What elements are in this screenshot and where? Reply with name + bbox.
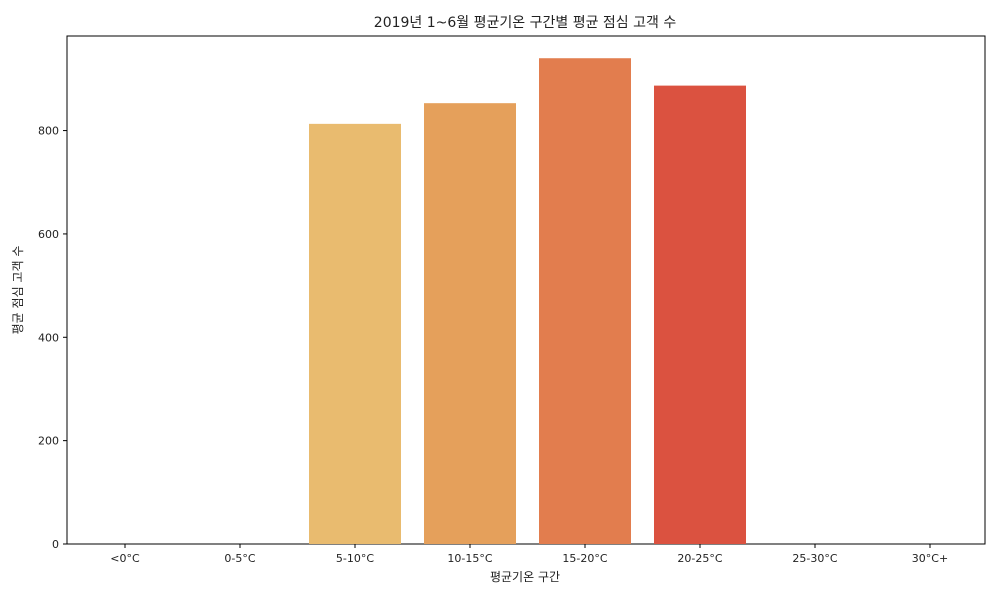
y-tick-label: 200 xyxy=(38,435,59,448)
x-tick-label: 15-20°C xyxy=(562,552,607,565)
y-axis-ticks: 0 200 400 600 800 xyxy=(38,125,67,551)
x-axis-label: 평균기온 구간 xyxy=(490,570,560,584)
bars-layer xyxy=(309,58,746,545)
x-tick-label: 25-30°C xyxy=(792,552,837,565)
x-tick-label: 10-15°C xyxy=(447,552,492,565)
bar-5 xyxy=(654,85,746,545)
y-tick-label: 600 xyxy=(38,228,59,241)
bar-3 xyxy=(424,103,516,544)
y-axis-label: 평균 점심 고객 수 xyxy=(11,246,25,335)
chart-title: 2019년 1~6월 평균기온 구간별 평균 점심 고객 수 xyxy=(374,15,677,31)
plot-area: <0°C 0-5°C 5-10°C 10-15°C 15-20°C 20-25°C 25-3… xyxy=(38,35,986,565)
y-tick-label: 0 xyxy=(52,538,59,551)
x-tick-label: 30°C+ xyxy=(912,552,948,565)
y-tick-label: 400 xyxy=(38,331,59,344)
plot-frame xyxy=(66,35,986,545)
y-tick-label: 800 xyxy=(38,125,59,138)
x-tick-label: 20-25°C xyxy=(677,552,722,565)
x-tick-label: <0°C xyxy=(110,552,140,565)
x-axis-ticks: <0°C 0-5°C 5-10°C 10-15°C 15-20°C 20-25°C 25-3… xyxy=(110,544,948,565)
x-tick-label: 5-10°C xyxy=(336,552,374,565)
bar-4 xyxy=(539,58,631,544)
x-tick-label: 0-5°C xyxy=(224,552,255,565)
bar-2 xyxy=(309,123,401,544)
